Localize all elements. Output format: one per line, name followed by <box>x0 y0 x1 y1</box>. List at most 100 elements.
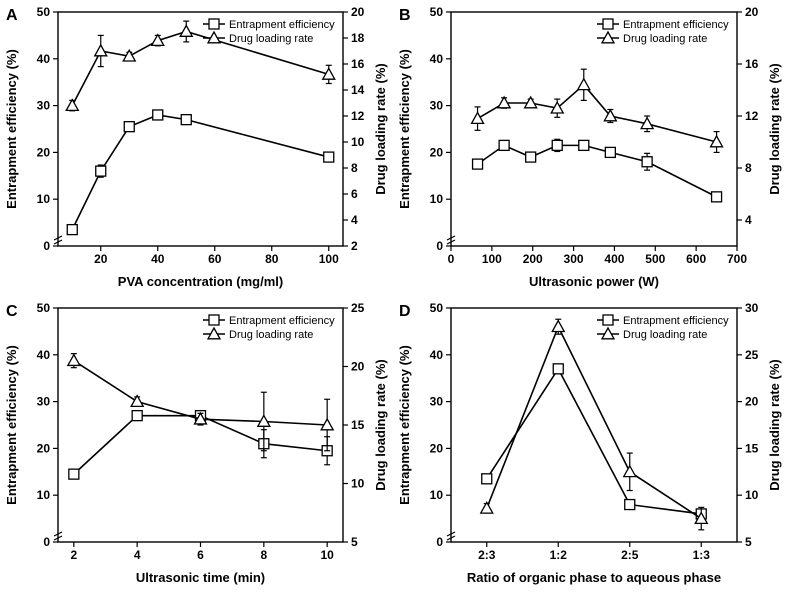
svg-text:40: 40 <box>430 348 444 362</box>
svg-text:200: 200 <box>523 252 543 266</box>
svg-text:20: 20 <box>94 252 108 266</box>
panel-a: 20 40 60 80 100 0 10 20 30 40 50 2 4 6 8 10 12 14 16 18 20 PV… <box>0 0 393 296</box>
svg-text:20: 20 <box>37 441 51 455</box>
svg-text:1:2: 1:2 <box>550 548 568 562</box>
ylabel-left: Entrapment efficiency (%) <box>4 345 19 505</box>
svg-text:10: 10 <box>351 135 365 149</box>
xlabel: PVA concentration (mg/ml) <box>118 274 283 289</box>
svg-text:500: 500 <box>645 252 665 266</box>
svg-text:300: 300 <box>564 252 584 266</box>
svg-text:10: 10 <box>430 488 444 502</box>
svg-text:0: 0 <box>436 535 443 549</box>
svg-text:10: 10 <box>745 488 759 502</box>
legend-dlr: Drug loading rate <box>623 329 707 341</box>
ylabel-left: Entrapment efficiency (%) <box>397 49 412 209</box>
svg-text:100: 100 <box>319 252 339 266</box>
svg-text:20: 20 <box>745 5 759 19</box>
svg-text:18: 18 <box>351 31 365 45</box>
svg-text:0: 0 <box>436 239 443 253</box>
ylabel-right: Drug loading rate (%) <box>373 63 388 194</box>
panel-label: B <box>399 7 411 24</box>
svg-text:1:3: 1:3 <box>693 548 711 562</box>
svg-text:2:5: 2:5 <box>621 548 639 562</box>
svg-text:20: 20 <box>430 145 444 159</box>
xlabel: Ratio of organic phase to aqueous phase <box>467 570 721 585</box>
svg-text:40: 40 <box>430 52 444 66</box>
svg-text:8: 8 <box>351 161 358 175</box>
ylabel-right: Drug loading rate (%) <box>373 359 388 490</box>
svg-text:0: 0 <box>43 239 50 253</box>
legend-ee: Entrapment efficiency <box>623 19 729 31</box>
svg-text:0: 0 <box>43 535 50 549</box>
svg-text:4: 4 <box>134 548 141 562</box>
svg-text:60: 60 <box>208 252 222 266</box>
panel-c: 2 4 6 8 10 0 10 20 30 40 50 5 10 15 20 25 Ultrasonic tim… <box>0 296 393 592</box>
legend-dlr: Drug loading rate <box>229 33 313 45</box>
svg-text:50: 50 <box>37 301 51 315</box>
ylabel-right: Drug loading rate (%) <box>767 359 782 490</box>
svg-text:80: 80 <box>265 252 279 266</box>
svg-text:4: 4 <box>745 213 752 227</box>
panel-d: 2:3 1:2 2:5 1:3 0 10 20 30 40 50 5 10 15 20 25 30 Ratio … <box>393 296 787 592</box>
svg-text:10: 10 <box>351 477 365 491</box>
svg-text:10: 10 <box>37 488 51 502</box>
svg-text:15: 15 <box>351 418 365 432</box>
svg-text:20: 20 <box>430 441 444 455</box>
svg-text:10: 10 <box>430 192 444 206</box>
legend-ee: Entrapment efficiency <box>229 315 335 327</box>
svg-text:700: 700 <box>727 252 747 266</box>
svg-text:16: 16 <box>745 57 759 71</box>
svg-text:4: 4 <box>351 213 358 227</box>
svg-text:15: 15 <box>745 441 759 455</box>
svg-text:30: 30 <box>430 99 444 113</box>
chart-grid: 20406080100010203040502468101214161820PV… <box>0 0 787 592</box>
ylabel-left: Entrapment efficiency (%) <box>397 345 412 505</box>
svg-text:2: 2 <box>70 548 77 562</box>
svg-text:6: 6 <box>197 548 204 562</box>
svg-text:20: 20 <box>351 5 365 19</box>
ylabel-left: Entrapment efficiency (%) <box>4 49 19 209</box>
svg-text:10: 10 <box>320 548 334 562</box>
svg-text:100: 100 <box>482 252 502 266</box>
svg-text:20: 20 <box>37 145 51 159</box>
svg-text:20: 20 <box>745 395 759 409</box>
svg-text:12: 12 <box>351 109 365 123</box>
svg-text:10: 10 <box>37 192 51 206</box>
svg-text:8: 8 <box>260 548 267 562</box>
legend-ee: Entrapment efficiency <box>229 19 335 31</box>
svg-text:5: 5 <box>351 535 358 549</box>
legend-dlr: Drug loading rate <box>623 33 707 45</box>
svg-text:25: 25 <box>351 301 365 315</box>
svg-text:30: 30 <box>430 395 444 409</box>
legend-ee: Entrapment efficiency <box>623 315 729 327</box>
legend-dlr: Drug loading rate <box>229 329 313 341</box>
svg-text:400: 400 <box>604 252 624 266</box>
svg-text:50: 50 <box>37 5 51 19</box>
svg-text:600: 600 <box>686 252 706 266</box>
svg-text:12: 12 <box>745 109 759 123</box>
svg-text:2: 2 <box>351 239 358 253</box>
svg-text:14: 14 <box>351 83 365 97</box>
svg-text:2:3: 2:3 <box>478 548 496 562</box>
xlabel: Ultrasonic time (min) <box>136 570 265 585</box>
svg-text:6: 6 <box>351 187 358 201</box>
svg-text:16: 16 <box>351 57 365 71</box>
svg-text:30: 30 <box>37 395 51 409</box>
ylabel-right: Drug loading rate (%) <box>767 63 782 194</box>
panel-b: 0 100 200 300 400 500 600 700 0 10 20 30 40 50 4 8 12 16 2… <box>393 0 787 296</box>
svg-text:40: 40 <box>37 348 51 362</box>
svg-text:30: 30 <box>745 301 759 315</box>
panel-label: C <box>6 303 18 320</box>
panel-label: D <box>399 303 411 320</box>
svg-text:25: 25 <box>745 348 759 362</box>
svg-text:50: 50 <box>430 301 444 315</box>
svg-text:50: 50 <box>430 5 444 19</box>
svg-text:20: 20 <box>351 360 365 374</box>
svg-text:40: 40 <box>151 252 165 266</box>
svg-text:0: 0 <box>448 252 455 266</box>
svg-text:40: 40 <box>37 52 51 66</box>
xlabel: Ultrasonic power (W) <box>529 274 659 289</box>
svg-text:30: 30 <box>37 99 51 113</box>
svg-text:5: 5 <box>745 535 752 549</box>
svg-text:8: 8 <box>745 161 752 175</box>
